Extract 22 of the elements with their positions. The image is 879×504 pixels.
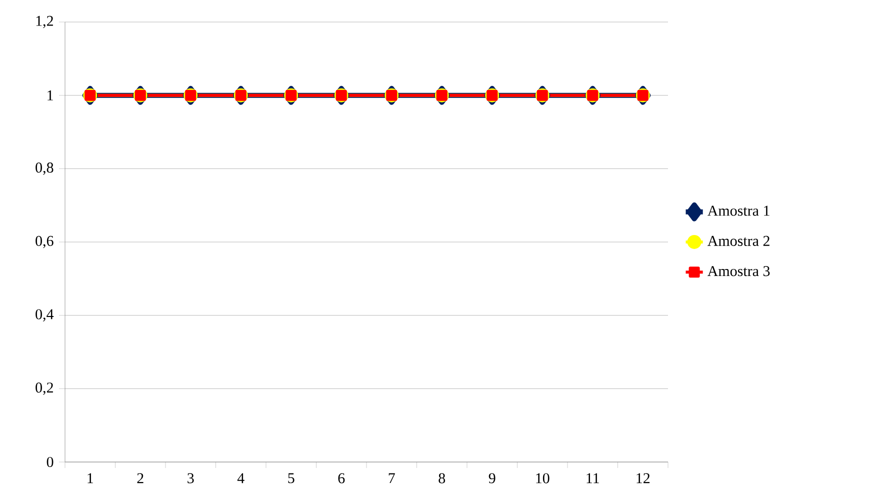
y-tick-label: 1 bbox=[48, 90, 53, 100]
x-tick-label: 7 bbox=[388, 473, 395, 484]
x-tick-label: 10 bbox=[536, 473, 550, 484]
x-tick-label: 11 bbox=[586, 473, 599, 484]
x-tick-label: 12 bbox=[636, 473, 650, 484]
x-tick-label: 8 bbox=[438, 473, 446, 484]
y-tick-label: 0,2 bbox=[36, 382, 53, 395]
legend-label: Amostra 1 bbox=[707, 206, 770, 216]
y-tick-label: 0,8 bbox=[36, 162, 54, 175]
y-tick-label: 0 bbox=[46, 456, 54, 468]
x-tick-label: 4 bbox=[237, 473, 244, 484]
x-tick-label: 1 bbox=[88, 473, 93, 484]
y-tick-label: 0,6 bbox=[36, 236, 54, 248]
x-tick-label: 6 bbox=[338, 473, 345, 484]
legend-label: Amostra 3 bbox=[707, 266, 770, 276]
x-tick-label: 9 bbox=[488, 473, 496, 484]
legend-label: Amostra 2 bbox=[707, 236, 770, 246]
y-tick-label: 1,2 bbox=[36, 16, 53, 28]
x-tick-label: 2 bbox=[137, 473, 144, 484]
x-tick-label: 5 bbox=[288, 473, 294, 484]
y-tick-label: 0,4 bbox=[36, 309, 54, 322]
x-tick-label: 3 bbox=[188, 473, 194, 484]
